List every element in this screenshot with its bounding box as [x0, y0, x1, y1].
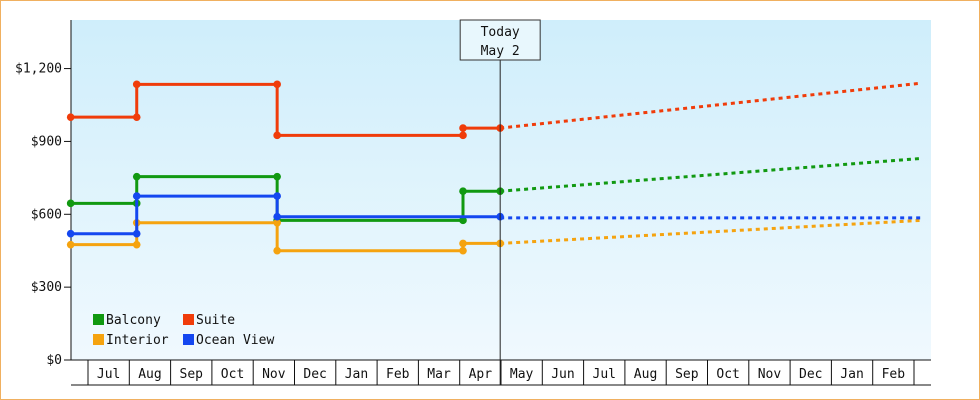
series-line	[70, 194, 501, 236]
data-point	[273, 246, 281, 255]
x-tick-label: Aug	[634, 367, 657, 382]
x-tick-label: Dec	[303, 367, 326, 382]
legend-swatch	[93, 314, 104, 325]
x-tick-label: Nov	[758, 367, 782, 382]
data-point	[66, 240, 75, 249]
data-point	[132, 80, 141, 89]
y-tick-label: $0	[46, 353, 62, 368]
data-point	[132, 240, 141, 249]
series-group	[66, 80, 922, 255]
x-tick-label: Sep	[675, 367, 699, 382]
x-tick-label: Jul	[593, 367, 616, 382]
x-tick-label: Jan	[345, 367, 368, 382]
data-point	[132, 113, 141, 121]
x-tick-label: Feb	[386, 367, 410, 382]
data-point	[132, 229, 141, 238]
x-tick-label: Mar	[427, 367, 451, 382]
x-tick-label: Jan	[840, 367, 863, 382]
x-tick-label: Jun	[551, 367, 574, 382]
x-tick-label: Aug	[138, 367, 161, 382]
data-point	[459, 239, 467, 248]
data-point	[66, 113, 75, 121]
y-tick-label: $600	[31, 207, 62, 222]
legend-label: Balcony	[106, 313, 161, 328]
legend-label: Interior	[106, 333, 169, 348]
y-tick-label: $1,200	[15, 62, 62, 77]
data-point	[459, 187, 467, 196]
y-tick-label: $900	[31, 134, 62, 149]
x-tick-label: Dec	[799, 367, 822, 382]
data-point	[66, 199, 75, 208]
today-label: Today	[481, 25, 520, 40]
data-point	[66, 229, 75, 238]
today-date: May 2	[481, 44, 520, 59]
data-point	[273, 218, 281, 227]
legend: Balcony Suite Interior Ocean View	[93, 313, 274, 348]
legend-swatch	[93, 334, 104, 345]
x-axis: Jul Aug Sep Oct Nov Dec Jan Feb Mar Apr May Jun Jul A…	[71, 359, 931, 386]
x-tick-label: Oct	[716, 367, 739, 382]
series-interior	[66, 218, 922, 255]
forecast-line	[500, 81, 922, 130]
data-point	[459, 131, 467, 140]
data-point	[132, 172, 141, 181]
x-tick-label: Apr	[469, 367, 493, 382]
data-point	[273, 131, 281, 140]
series-suite	[66, 80, 922, 140]
data-point	[132, 192, 141, 200]
x-tick-label: Jul	[97, 367, 120, 382]
legend-label: Suite	[196, 313, 235, 328]
today-marker: Today May 2	[459, 19, 541, 385]
data-point	[459, 216, 467, 225]
legend-swatch	[183, 314, 194, 325]
data-point	[273, 172, 281, 181]
y-tick-label: $300	[31, 280, 62, 295]
y-axis: $0 $300 $600 $900 $1,200	[15, 20, 72, 368]
legend-swatch	[183, 334, 194, 345]
x-tick-label: Oct	[221, 367, 244, 382]
data-point	[273, 80, 281, 89]
x-tick-label: May	[510, 367, 534, 382]
data-point	[459, 124, 467, 132]
x-tick-label: Nov	[262, 367, 286, 382]
data-point	[459, 246, 467, 255]
forecast-line	[500, 218, 922, 245]
data-point	[273, 192, 281, 200]
forecast-line	[500, 156, 922, 193]
x-tick-label: Feb	[882, 367, 906, 382]
series-ocean-view	[66, 192, 922, 238]
legend-label: Ocean View	[196, 333, 274, 348]
data-point	[273, 212, 281, 221]
today-box	[459, 19, 541, 61]
x-tick-label: Sep	[180, 367, 204, 382]
